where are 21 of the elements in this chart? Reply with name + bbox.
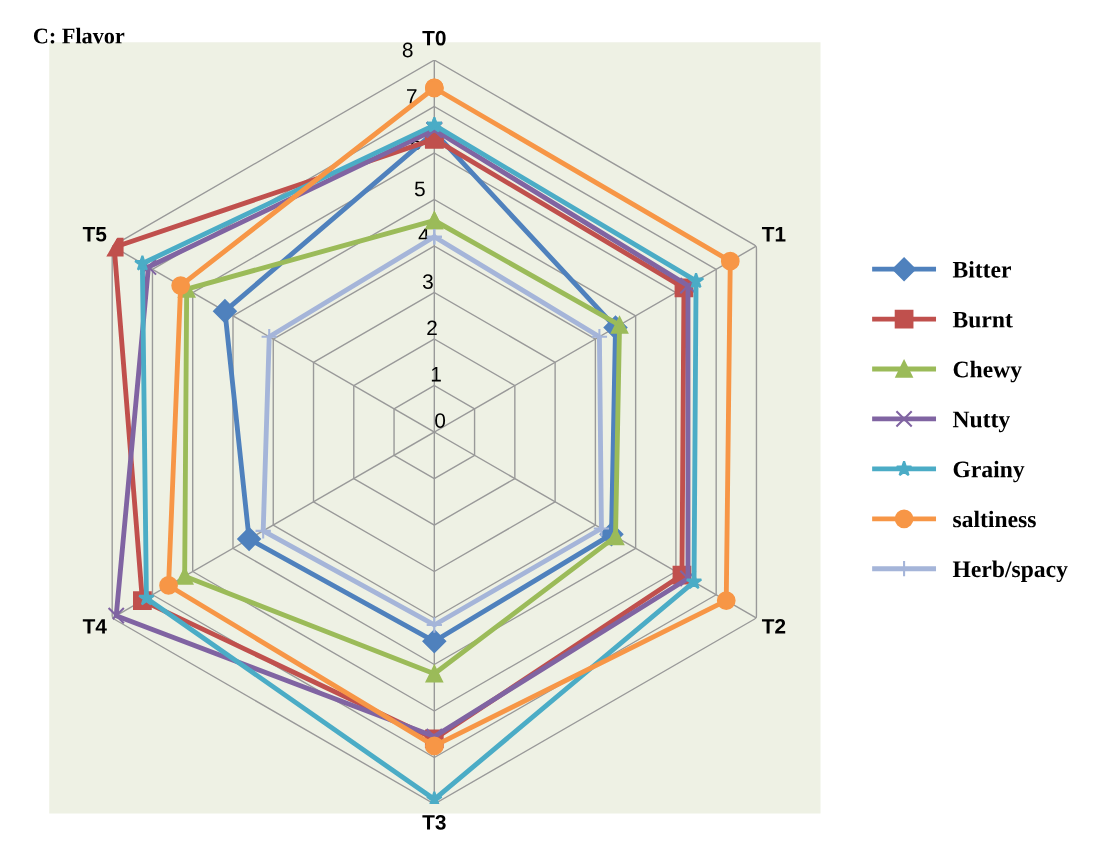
legend-label: Chewy bbox=[953, 360, 1022, 383]
spoke-label: T1 bbox=[761, 227, 786, 242]
spoke-label: T5 bbox=[82, 227, 107, 242]
legend-label: Burnt bbox=[952, 311, 1013, 328]
legend-label: Grainy bbox=[953, 460, 1025, 483]
y-tick-label: 2 bbox=[427, 320, 437, 336]
spoke-label: T4 bbox=[82, 619, 107, 634]
spoke-label: T3 bbox=[422, 814, 446, 830]
legend-label: Nutty bbox=[952, 411, 1010, 433]
y-tick-label: 1 bbox=[431, 367, 441, 382]
spoke-label: T2 bbox=[761, 618, 786, 634]
y-tick-label: 0 bbox=[435, 413, 446, 428]
y-tick-label: 5 bbox=[414, 181, 425, 197]
y-tick-label: 3 bbox=[422, 274, 433, 289]
legend-label: Bitter bbox=[952, 261, 1011, 278]
chart-title: C: Flavor bbox=[33, 27, 125, 44]
y-tick-label: 7 bbox=[407, 89, 417, 104]
y-tick-label: 8 bbox=[402, 42, 413, 58]
legend-label: Herb/spacy bbox=[952, 560, 1068, 583]
legend-label: saltiness bbox=[953, 510, 1036, 528]
spoke-label: T0 bbox=[422, 30, 446, 46]
